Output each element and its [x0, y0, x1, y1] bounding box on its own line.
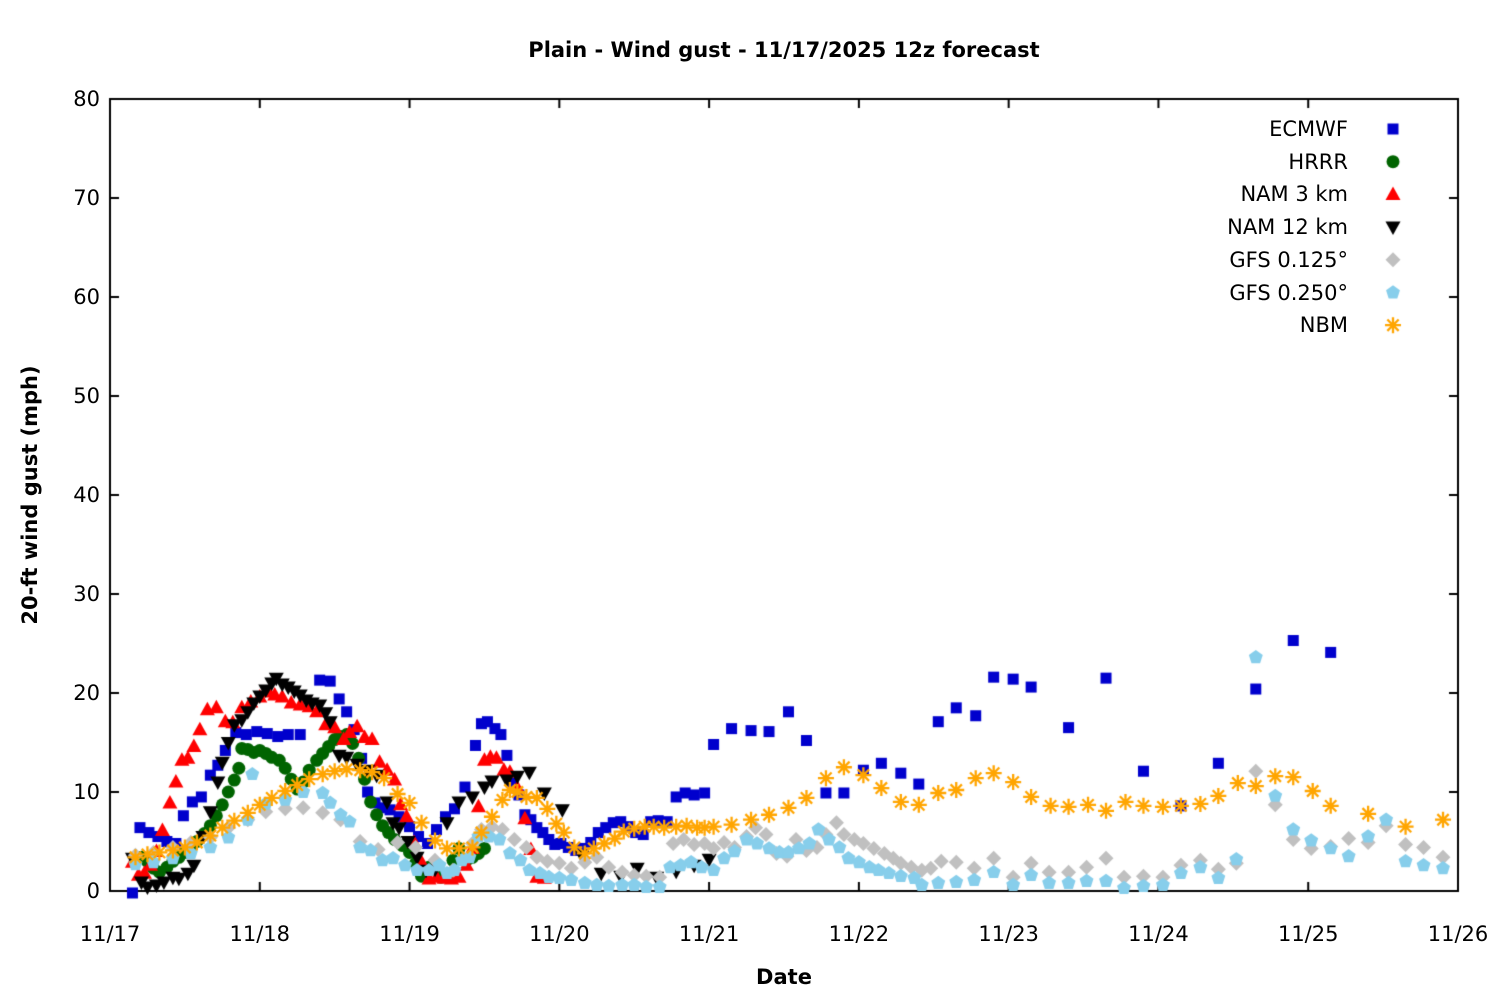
x-tick-label: 11/24 — [1128, 922, 1189, 946]
y-tick-label: 30 — [73, 582, 100, 606]
chart-title: Plain - Wind gust - 11/17/2025 12z forec… — [528, 38, 1040, 62]
x-tick-label: 11/20 — [529, 922, 590, 946]
legend-label-ecmwf: ECMWF — [1269, 117, 1348, 141]
y-tick-label: 10 — [73, 780, 100, 804]
x-tick-label: 11/23 — [978, 922, 1039, 946]
legend-label-hrrr: HRRR — [1288, 149, 1348, 174]
x-tick-label: 11/18 — [229, 922, 291, 946]
y-tick-label: 70 — [73, 186, 100, 210]
x-tick-label: 11/25 — [1277, 922, 1339, 946]
legend-label-nam-3-km: NAM 3 km — [1240, 182, 1348, 207]
x-tick-label: 11/22 — [828, 922, 890, 946]
y-tick-label: 50 — [73, 384, 100, 408]
y-tick-label: 20 — [73, 681, 100, 705]
legend-label-nbm: NBM — [1299, 313, 1348, 338]
legend: ECMWF HRRR NAM 3 km NAM 12 km GFS 0.125° GFS … — [0, 0, 1348, 400]
y-tick-label: 0 — [86, 879, 100, 903]
x-tick-label: 11/26 — [1427, 922, 1489, 946]
y-tick-label: 60 — [73, 285, 100, 309]
legend-label-gfs-0-250-: GFS 0.250° — [1229, 280, 1348, 305]
y-tick-label: 80 — [73, 87, 100, 111]
legend-label-nam-12-km: NAM 12 km — [1227, 215, 1348, 240]
x-axis-tick-labels: 11/17 11/18 11/19 11/20 11/21 11/22 11/23 11/24… — [0, 922, 1500, 952]
y-axis-tick-labels: 0 10 20 30 40 50 60 70 80 — [0, 0, 100, 1000]
legend-label-gfs-0-125-: GFS 0.125° — [1229, 247, 1348, 272]
x-axis-label: Date — [756, 965, 812, 989]
x-tick-label: 11/21 — [678, 922, 740, 946]
x-tick-label: 11/19 — [379, 922, 440, 946]
y-tick-label: 40 — [73, 483, 100, 507]
x-tick-label: 11/17 — [79, 922, 141, 946]
